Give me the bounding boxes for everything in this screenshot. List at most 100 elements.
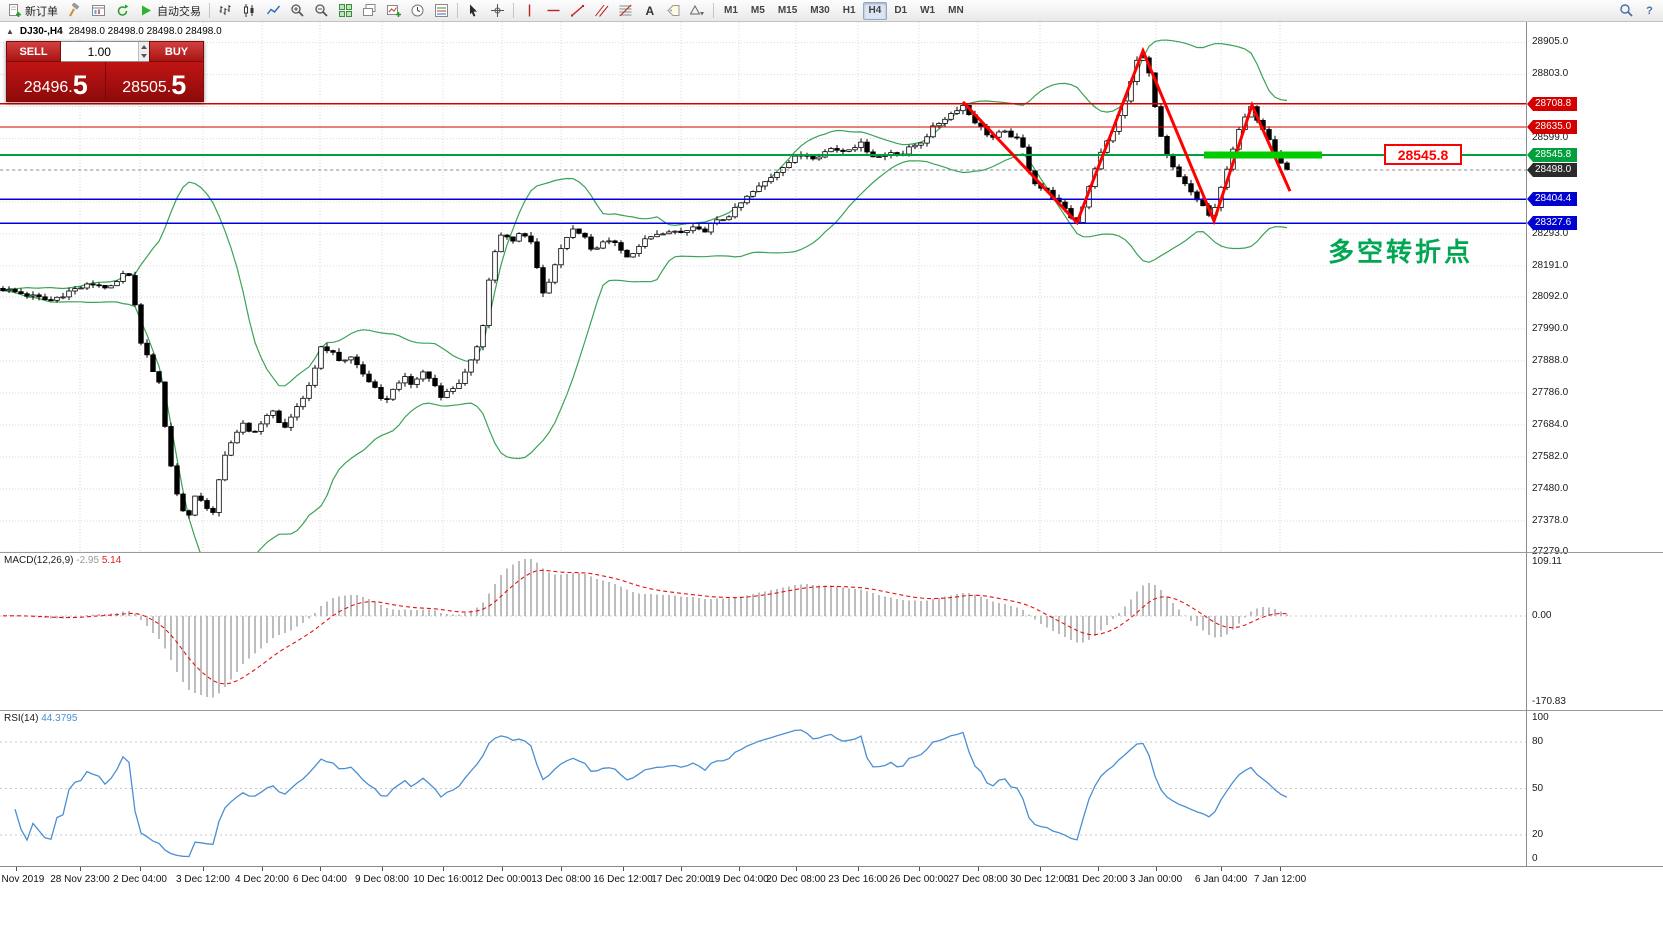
- timeframe-button-m1[interactable]: M1: [724, 5, 738, 16]
- rsi-chart[interactable]: [0, 711, 1526, 866]
- volume-input[interactable]: [61, 42, 138, 61]
- label-tool-button[interactable]: [662, 1, 685, 21]
- price-axis-label: 27990.0: [1532, 323, 1569, 334]
- time-tick: [1098, 867, 1099, 871]
- buy-price-main: 28505.: [122, 79, 172, 96]
- main-chart-panel[interactable]: ▲ DJ30-,H4 28498.0 28498.0 28498.0 28498…: [0, 22, 1526, 552]
- bar-chart-button[interactable]: [214, 1, 237, 21]
- price-axis-label: 109.11: [1532, 556, 1562, 567]
- macd-panel[interactable]: MACD(12,26,9) -2.95 5.14: [0, 553, 1526, 710]
- text-tool-button[interactable]: A: [638, 1, 661, 21]
- market-watch-button[interactable]: [87, 1, 110, 21]
- search-icon: [1620, 4, 1633, 17]
- channel-button[interactable]: [590, 1, 613, 21]
- price-flag-label[interactable]: 28545.8: [1384, 144, 1462, 165]
- toolbar-separator: [457, 3, 458, 18]
- shapes-button[interactable]: [686, 1, 709, 21]
- time-axis-label: 19 Dec 04:00: [709, 874, 769, 885]
- cascade-windows-button[interactable]: [358, 1, 381, 21]
- candlestick-chart[interactable]: [0, 22, 1526, 552]
- line-chart-icon: [266, 5, 281, 15]
- volume-increase-button[interactable]: [138, 42, 149, 52]
- autotrading-button[interactable]: 自动交易: [135, 1, 205, 21]
- tile-windows-button[interactable]: [334, 1, 357, 21]
- fibonacci-button[interactable]: [614, 1, 637, 21]
- zoom-in-button[interactable]: [286, 1, 309, 21]
- price-axis-label: 28905.0: [1532, 36, 1569, 47]
- buy-button[interactable]: BUY: [149, 41, 204, 62]
- time-axis-label: 9 Dec 08:00: [355, 874, 409, 885]
- tile-windows-icon: [339, 4, 352, 17]
- timeframe-button-m30[interactable]: M30: [810, 5, 830, 16]
- price-tag: 28708.8: [1527, 97, 1577, 111]
- hammer-icon: [69, 3, 80, 17]
- timeframe-button-h1[interactable]: H1: [842, 5, 856, 16]
- time-tick: [858, 867, 859, 871]
- buy-price[interactable]: 28505. 5: [106, 62, 204, 101]
- time-axis-label: 31 Dec 20:00: [1068, 874, 1128, 885]
- sell-price-main: 28496.: [23, 79, 73, 96]
- rsi-title: RSI(14): [4, 713, 39, 724]
- time-tick: [739, 867, 740, 871]
- price-axis-label: 27888.0: [1532, 355, 1569, 366]
- clock-icon: [411, 4, 424, 17]
- horizontal-line-button[interactable]: [542, 1, 565, 21]
- price-axis-label: 28191.0: [1532, 260, 1569, 271]
- timeframe-group: M1 M5 M15 M30 H1 H4 D1 W1 MN: [718, 1, 970, 20]
- template-icon: [435, 4, 448, 17]
- line-chart-button[interactable]: [262, 1, 285, 21]
- price-axis-label: 0: [1532, 853, 1538, 864]
- panel-separator[interactable]: [0, 710, 1663, 711]
- vertical-line-button[interactable]: [518, 1, 541, 21]
- panel-separator[interactable]: [0, 552, 1663, 553]
- symbol-ohlc: 28498.0 28498.0 28498.0 28498.0: [68, 26, 222, 37]
- price-axis-label: 27480.0: [1532, 483, 1569, 494]
- help-icon: ?: [1646, 4, 1653, 17]
- price-axis[interactable]: 28905.0 28803.0 28599.0 28293.0 28191.0 28092…: [1526, 22, 1663, 866]
- refresh-button[interactable]: [111, 1, 134, 21]
- collapse-icon[interactable]: ▲: [6, 27, 14, 36]
- volume-decrease-button[interactable]: [138, 51, 149, 61]
- fibonacci-icon: [619, 4, 632, 17]
- horizontal-line-icon: [547, 9, 560, 12]
- timeframe-button-m5[interactable]: M5: [750, 5, 765, 16]
- candlestick-chart-button[interactable]: [238, 1, 261, 21]
- tools-button[interactable]: [63, 1, 86, 21]
- price-tag: 28498.0: [1527, 163, 1577, 177]
- volume-field[interactable]: [61, 41, 149, 62]
- price-axis-label: 50: [1532, 783, 1544, 794]
- help-button[interactable]: ?: [1639, 1, 1660, 21]
- timeframe-button-d1[interactable]: D1: [894, 5, 908, 16]
- rsi-panel[interactable]: RSI(14) 44.3795: [0, 711, 1526, 866]
- time-tick: [16, 867, 17, 871]
- one-click-trading-panel: SELL BUY 28496.5 28505.5: [6, 41, 204, 102]
- crosshair-button[interactable]: [486, 1, 509, 21]
- sell-button[interactable]: SELL: [6, 41, 61, 62]
- time-axis[interactable]: 27 Nov 2019 28 Nov 23:002 Dec 04:00 3 Dec …: [0, 866, 1663, 890]
- label-tool-icon: [667, 5, 680, 16]
- vertical-line-icon: [528, 4, 531, 17]
- time-tick: [1221, 867, 1222, 871]
- new-chart-button[interactable]: [382, 1, 405, 21]
- time-tick: [80, 867, 81, 871]
- cursor-button[interactable]: [462, 1, 485, 21]
- trendline-button[interactable]: [566, 1, 589, 21]
- time-tick: [561, 867, 562, 871]
- search-button[interactable]: [1615, 1, 1638, 21]
- chinese-annotation[interactable]: 多空转折点: [1328, 237, 1474, 267]
- timeframe-button-mn[interactable]: MN: [948, 5, 964, 16]
- rsi-label: RSI(14) 44.3795: [4, 713, 77, 724]
- timeframe-button-h4[interactable]: H4: [862, 1, 888, 20]
- channel-icon: [595, 4, 609, 17]
- templates-button[interactable]: [430, 1, 453, 21]
- toolbar-separator: [513, 3, 514, 18]
- zoom-out-button[interactable]: [310, 1, 333, 21]
- period-button[interactable]: [406, 1, 429, 21]
- macd-chart[interactable]: [0, 553, 1526, 710]
- sell-price[interactable]: 28496. 5: [7, 62, 106, 101]
- new-order-button[interactable]: 新订单: [3, 1, 62, 21]
- time-axis-label: 30 Dec 12:00: [1010, 874, 1070, 885]
- timeframe-button-m15[interactable]: M15: [777, 5, 798, 16]
- time-axis-label: 6 Dec 04:00: [293, 874, 347, 885]
- timeframe-button-w1[interactable]: W1: [920, 5, 936, 16]
